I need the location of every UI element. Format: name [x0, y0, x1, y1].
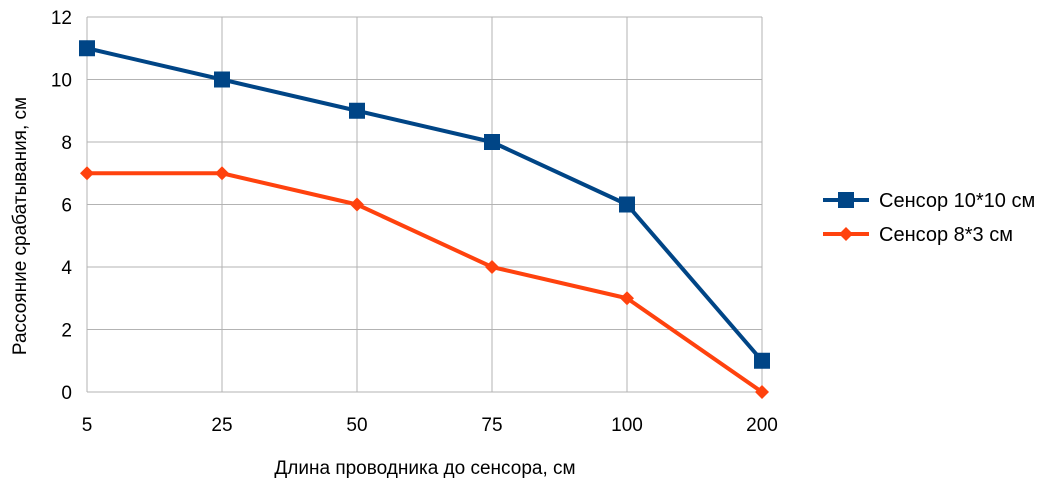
data-point-marker: [754, 352, 770, 369]
legend-label: Сенсор 8*3 см: [879, 224, 1013, 246]
data-point-marker: [620, 291, 634, 306]
x-tick-label: 75: [481, 415, 502, 436]
y-axis-title: Рассояние срабатывания, см: [10, 97, 31, 355]
x-tick-label: 100: [611, 415, 643, 436]
x-tick-label: 200: [746, 415, 778, 436]
series-1: [79, 40, 770, 369]
grid-lines: [86, 16, 763, 393]
x-tick-label: 50: [346, 415, 367, 436]
data-point-marker: [485, 260, 499, 274]
data-point-marker: [350, 197, 364, 212]
data-point-marker: [80, 166, 94, 181]
y-tick-label: 10: [51, 71, 72, 92]
legend-marker: [839, 227, 853, 241]
series-layer: [79, 40, 770, 399]
data-point-marker: [215, 166, 229, 181]
data-point-marker: [484, 134, 500, 150]
legend-label: Сенсор 10*10 см: [879, 190, 1035, 212]
legend-marker: [838, 192, 854, 208]
data-point-marker: [755, 385, 769, 399]
series-line: [86, 46, 764, 363]
y-axis-ticks: 0 2 4 6 8 10 12: [51, 8, 73, 404]
data-point-marker: [349, 102, 365, 119]
series-2: [80, 166, 769, 399]
legend: Сенсор 10*10 см Сенсор 8*3 см: [823, 190, 1035, 246]
legend-item: Сенсор 8*3 см: [823, 224, 1013, 246]
y-tick-label: 0: [61, 383, 72, 404]
x-axis-ticks: 5 25 50 75 100 200: [82, 415, 778, 436]
x-tick-label: 25: [211, 415, 232, 436]
y-tick-label: 4: [61, 258, 72, 279]
x-tick-label: 5: [82, 415, 93, 436]
y-tick-label: 8: [61, 133, 72, 154]
x-axis-title: Длина проводника до сенсора, см: [274, 458, 575, 479]
data-point-marker: [619, 196, 635, 213]
data-point-marker: [214, 71, 230, 88]
legend-item: Сенсор 10*10 см: [823, 190, 1035, 212]
y-tick-label: 12: [51, 8, 72, 29]
data-point-marker: [79, 40, 95, 57]
y-tick-label: 6: [61, 196, 72, 217]
series-line: [87, 171, 764, 394]
y-tick-label: 2: [61, 321, 72, 342]
